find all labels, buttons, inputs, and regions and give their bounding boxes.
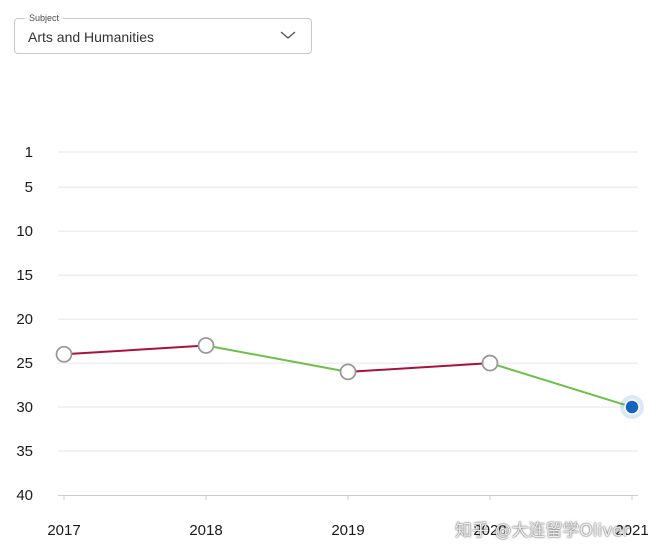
subject-select[interactable]: Subject Arts and Humanities <box>14 12 312 54</box>
data-point[interactable] <box>55 345 73 363</box>
y-tick-label: 15 <box>16 267 33 284</box>
series-segment <box>489 362 633 409</box>
x-tick-label: 2021 <box>615 522 648 539</box>
y-tick-label: 25 <box>16 355 33 372</box>
subject-select-label: Subject <box>25 12 64 24</box>
y-tick-label: 1 <box>25 144 33 161</box>
series-segment <box>347 362 491 373</box>
y-tick-label: 10 <box>16 223 33 240</box>
y-tick-label: 5 <box>25 179 33 196</box>
y-tick-label: 40 <box>16 487 33 504</box>
chevron-down-icon[interactable] <box>279 27 297 43</box>
y-tick-label: 20 <box>16 311 33 328</box>
data-point[interactable] <box>339 363 357 381</box>
x-tick-label: 2019 <box>331 522 364 539</box>
data-point-highlighted[interactable] <box>624 399 640 415</box>
data-point[interactable] <box>197 337 215 354</box>
series-segment <box>63 344 207 356</box>
subject-select-value: Arts and Humanities <box>28 29 155 45</box>
data-point[interactable] <box>481 354 499 372</box>
y-tick-label: 30 <box>16 399 33 416</box>
series-segment <box>205 344 349 373</box>
x-tick-label: 2017 <box>47 522 80 539</box>
x-tick-label: 2020 <box>473 522 506 539</box>
x-tick-label: 2018 <box>189 522 222 539</box>
y-tick-label: 35 <box>16 443 33 460</box>
